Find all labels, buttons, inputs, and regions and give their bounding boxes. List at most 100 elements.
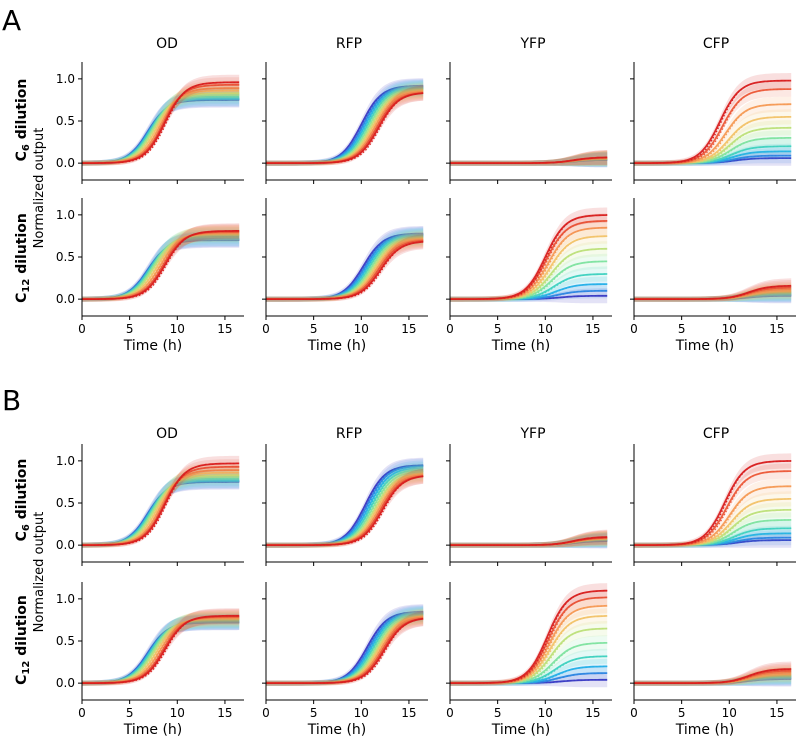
series-3-confidence-band bbox=[634, 143, 792, 166]
x-tick-label: 0 bbox=[630, 322, 638, 336]
panel-a-c12-cfp: 0 5 10 15 Time (h) bbox=[630, 198, 796, 354]
section-a-letter: A bbox=[2, 4, 21, 37]
series-8-confidence-band bbox=[634, 96, 792, 166]
series-10-confidence-band bbox=[450, 207, 608, 302]
x-axis-label: Time (h) bbox=[307, 338, 367, 354]
x-tick-label: 15 bbox=[585, 322, 600, 336]
series-4-confidence-band bbox=[450, 648, 608, 686]
panel-a-c12-od: 0.0 0.5 1.0 0 5 10 15 Time (h) bbox=[56, 198, 244, 354]
series-7-confidence-band bbox=[450, 228, 608, 302]
section-a-ylabel: Normalized output bbox=[32, 128, 47, 249]
x-tick-label: 10 bbox=[170, 322, 185, 336]
series-7-confidence-band bbox=[634, 109, 792, 166]
series-7-confidence-band bbox=[266, 609, 424, 686]
y-tick-label: 0.0 bbox=[56, 676, 75, 690]
panel-a-c12-yfp: 0 5 10 15 Time (h) bbox=[446, 198, 612, 354]
panel-a-c6-rfp bbox=[262, 62, 428, 184]
x-tick-label: 5 bbox=[126, 322, 134, 336]
series-8-confidence-band bbox=[634, 664, 792, 686]
section-b-col-title-od: OD bbox=[156, 426, 178, 442]
series-8-confidence-band bbox=[266, 610, 424, 686]
y-tick-label: 0.5 bbox=[56, 114, 75, 128]
series-10-data-points bbox=[454, 156, 608, 164]
y-tick-label: 0.5 bbox=[56, 250, 75, 264]
section-a-col-title-od: OD bbox=[156, 36, 178, 52]
section-b-col-title-cfp: CFP bbox=[703, 426, 729, 442]
series-5-confidence-band bbox=[450, 635, 608, 686]
x-tick-label: 0 bbox=[446, 706, 454, 720]
series-9-confidence-band bbox=[266, 85, 424, 166]
series-10-confidence-band bbox=[266, 468, 424, 548]
section-a-col-title-rfp: RFP bbox=[336, 36, 362, 52]
series-10-data-points bbox=[86, 615, 240, 684]
x-tick-label: 5 bbox=[310, 706, 318, 720]
series-5-confidence-band bbox=[634, 285, 792, 302]
series-7-confidence-band bbox=[266, 466, 424, 548]
series-4-confidence-band bbox=[266, 606, 424, 686]
x-tick-label: 10 bbox=[538, 322, 553, 336]
x-tick-label: 5 bbox=[494, 706, 502, 720]
x-axis-label: Time (h) bbox=[123, 722, 183, 738]
series-8-confidence-band bbox=[634, 281, 792, 302]
x-axis-label: Time (h) bbox=[123, 338, 183, 354]
panel-b-c6-rfp bbox=[262, 444, 428, 566]
panel-a-c12-rfp: 0 5 10 15 Time (h) bbox=[262, 198, 428, 354]
series-6-confidence-band bbox=[266, 230, 424, 302]
panel-b-c12-yfp: 0 5 10 15 Time (h) bbox=[446, 582, 612, 738]
series-9-confidence-band bbox=[450, 589, 608, 686]
x-tick-label: 0 bbox=[78, 322, 86, 336]
series-10-confidence-band bbox=[450, 583, 608, 686]
x-axis-label: Time (h) bbox=[675, 722, 735, 738]
section-b-letter: B bbox=[2, 384, 21, 417]
series-9-confidence-band bbox=[82, 459, 240, 548]
series-10-confidence-band bbox=[266, 611, 424, 686]
series-9-confidence-band bbox=[450, 213, 608, 302]
x-axis-label: Time (h) bbox=[491, 338, 551, 354]
series-10-data-points bbox=[86, 81, 240, 164]
series-10-data-points bbox=[638, 79, 792, 164]
series-8-confidence-band bbox=[450, 220, 608, 302]
series-10-confidence-band bbox=[266, 85, 424, 166]
series-8-confidence-band bbox=[450, 598, 608, 686]
x-tick-label: 10 bbox=[354, 322, 369, 336]
series-8-confidence-band bbox=[82, 225, 240, 302]
x-tick-label: 0 bbox=[262, 706, 270, 720]
y-tick-label: 0.0 bbox=[56, 156, 75, 170]
series-8-confidence-band bbox=[634, 478, 792, 548]
series-10-confidence-band bbox=[82, 74, 240, 166]
series-10-confidence-band bbox=[634, 661, 792, 686]
series-9-confidence-band bbox=[634, 280, 792, 302]
series-7-confidence-band bbox=[634, 283, 792, 302]
series-10-data-points bbox=[454, 214, 608, 300]
series-6-confidence-band bbox=[634, 284, 792, 302]
y-tick-label: 1.0 bbox=[56, 592, 75, 606]
series-10-data-points bbox=[638, 460, 792, 546]
series-4-confidence-band bbox=[634, 669, 792, 686]
series-10-data-points bbox=[270, 92, 424, 164]
x-tick-label: 5 bbox=[678, 322, 686, 336]
series-9-confidence-band bbox=[266, 233, 424, 302]
panel-a-c6-cfp bbox=[630, 62, 796, 184]
series-4-confidence-band bbox=[450, 266, 608, 302]
series-9-confidence-band bbox=[82, 77, 240, 166]
x-tick-label: 10 bbox=[354, 706, 369, 720]
series-7-confidence-band bbox=[266, 231, 424, 302]
series-3-confidence-band bbox=[634, 669, 792, 686]
series-3-confidence-band bbox=[450, 658, 608, 686]
series-5-confidence-band bbox=[634, 512, 792, 548]
x-tick-label: 5 bbox=[126, 706, 134, 720]
x-tick-label: 15 bbox=[217, 706, 232, 720]
series-10-data-points bbox=[86, 230, 240, 300]
section-b-row-label-c6: C6 dilution bbox=[14, 459, 32, 542]
series-10-data-points bbox=[454, 590, 608, 684]
series-7-confidence-band bbox=[266, 83, 424, 166]
x-tick-label: 15 bbox=[401, 322, 416, 336]
section-a-col-title-cfp: CFP bbox=[703, 36, 729, 52]
panels-group: 0.0 0.5 1.0 0.0 0.5 1.0 0 5 10 15 Time (h) 0 5 10 15 Ti… bbox=[56, 62, 796, 738]
series-9-confidence-band bbox=[266, 468, 424, 548]
y-tick-label: 1.0 bbox=[56, 72, 75, 86]
series-4-confidence-band bbox=[634, 138, 792, 166]
section-a-row-label-c6: C6 dilution bbox=[14, 79, 32, 162]
series-10-confidence-band bbox=[82, 455, 240, 548]
series-10-confidence-band bbox=[634, 278, 792, 302]
